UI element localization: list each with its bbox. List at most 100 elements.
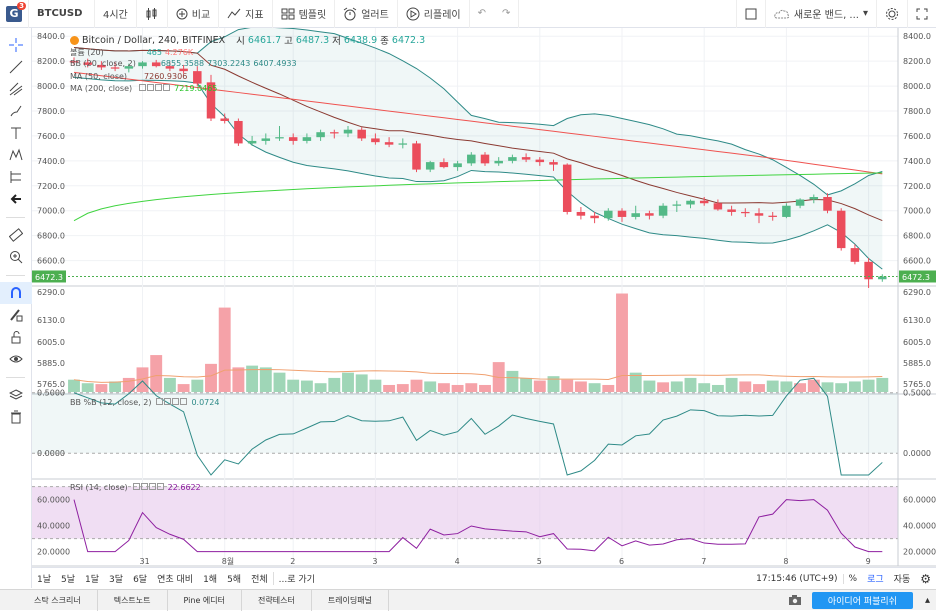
candle	[206, 82, 216, 119]
back-tool[interactable]	[0, 188, 32, 210]
volume-bar	[424, 381, 437, 392]
candle	[480, 154, 490, 164]
candle	[124, 66, 134, 69]
candle	[247, 140, 257, 144]
templates-button[interactable]: 템플릿	[273, 0, 336, 28]
panel-tab[interactable]: 스탁 스크리너	[18, 589, 98, 611]
zoom-tool[interactable]	[0, 246, 32, 268]
magnet-tool[interactable]	[0, 282, 32, 304]
bb-upper-line	[73, 28, 883, 196]
lock-tool[interactable]	[0, 326, 32, 348]
percent-toggle[interactable]: %	[842, 573, 863, 584]
ma50-line	[73, 46, 883, 222]
watchlist-selector[interactable]: 새로운 밴드, ... ▾	[766, 0, 877, 28]
ruler-icon	[9, 228, 23, 242]
collapse-icon[interactable]: ▴	[924, 594, 930, 606]
trendline-icon	[9, 60, 23, 74]
camera-icon[interactable]	[778, 594, 812, 607]
ma50-legend[interactable]: MA (50, close) 7260.9306	[70, 72, 188, 81]
indicators-button[interactable]: 지표	[219, 0, 273, 28]
candle	[343, 129, 353, 134]
range-button[interactable]: 6달	[133, 575, 148, 585]
volume-bar	[246, 365, 259, 392]
stay-drawing-tool[interactable]	[0, 304, 32, 326]
bb-legend[interactable]: BB (20, close, 2) 6855.3588 7303.2243 6407.…	[70, 59, 297, 68]
candle	[741, 211, 750, 214]
candle	[521, 157, 531, 160]
y-tick-label-left: 7400.0	[37, 157, 65, 166]
settings-button[interactable]	[877, 0, 908, 28]
crosshair-tool[interactable]	[0, 34, 32, 56]
range-button[interactable]: 연초 대비	[157, 575, 194, 585]
panel-tab[interactable]: 텍스트노트	[98, 589, 168, 611]
settings-icon[interactable]: ⚙	[920, 571, 931, 586]
interval-selector[interactable]: 4시간	[95, 0, 137, 28]
alert-button[interactable]: 얼러트	[335, 0, 398, 28]
panel-tab[interactable]: 트레이딩패널	[312, 589, 389, 611]
prediction-tool[interactable]	[0, 166, 32, 188]
bb-percent-legend[interactable]: BB %B (12, close, 2) 0.0724	[70, 398, 220, 407]
redo-button[interactable]: ↷	[494, 0, 520, 28]
brush-icon	[10, 105, 22, 117]
symbol-search[interactable]: BTCUSD	[29, 0, 95, 28]
trendline-tool[interactable]	[0, 56, 32, 78]
vol-tick-label-left: 6005.0	[37, 338, 65, 347]
volume-bar	[547, 376, 560, 392]
auto-toggle[interactable]: 자동	[893, 575, 911, 585]
goto-date-button[interactable]: ...로 가기	[272, 572, 320, 585]
chart-type-button[interactable]	[137, 0, 168, 28]
pattern-tool[interactable]	[0, 144, 32, 166]
panel-tab[interactable]: Pine 에디터	[168, 589, 243, 611]
text-tool[interactable]	[0, 122, 32, 144]
layout-button[interactable]	[735, 0, 766, 28]
brush-tool[interactable]	[0, 100, 32, 122]
volume-bar	[287, 379, 300, 392]
publish-idea-button[interactable]: 아이디어 퍼블리쉬	[811, 591, 913, 609]
last-price-tag	[899, 270, 936, 283]
undo-button[interactable]: ↶	[477, 8, 486, 19]
chart-title: Bitcoin / Dollar, 240, BITFINEX	[82, 34, 226, 46]
range-button[interactable]: 1달	[85, 575, 100, 585]
volume-bar	[821, 382, 834, 392]
x-tick-label: 7	[701, 557, 706, 566]
fullscreen-button[interactable]	[908, 0, 936, 28]
rsi-legend[interactable]: RSI (14, close) 22.6622	[70, 483, 201, 492]
symbol-icon	[70, 35, 79, 45]
range-button[interactable]: 1날	[37, 575, 52, 585]
prediction-icon	[10, 171, 21, 183]
ruler-tool[interactable]	[0, 224, 32, 246]
vol-tick-label: 5765.0	[903, 380, 931, 389]
candle	[275, 137, 284, 139]
notification-badge: 3	[17, 1, 26, 10]
volume-bar	[437, 383, 450, 392]
volume-bar	[684, 377, 697, 392]
magnet-icon	[11, 287, 21, 298]
layers-tool[interactable]	[0, 384, 32, 406]
range-button[interactable]: 5해	[227, 575, 242, 585]
fib-tool[interactable]	[0, 78, 32, 100]
chevron-down-icon: ▾	[862, 8, 868, 19]
compare-button[interactable]: 비교	[168, 0, 220, 28]
unlock-icon	[11, 331, 21, 344]
delete-tool[interactable]	[0, 406, 32, 428]
volume-legend[interactable]: 볼륨 (20) 465 4.276K	[70, 48, 194, 57]
replay-button[interactable]: 리플레이	[398, 0, 470, 28]
last-price-tag-left	[32, 270, 66, 283]
panel-tab[interactable]: 전략테스터	[242, 589, 312, 611]
ma200-legend[interactable]: MA (200, close) 7219.0465	[70, 84, 218, 93]
price-pane	[32, 28, 898, 288]
range-button[interactable]: 전체	[251, 575, 268, 585]
range-button[interactable]: 1해	[203, 575, 218, 585]
rsi-tick-label-left: 60.0000	[37, 496, 70, 505]
x-tick-label: 31	[140, 557, 150, 566]
range-button[interactable]: 3달	[109, 575, 124, 585]
y-tick-label-left: 7600.0	[37, 132, 65, 141]
hide-tool[interactable]	[0, 348, 32, 370]
y-tick-label: 7800.0	[903, 107, 931, 116]
log-toggle[interactable]: 로그	[867, 575, 884, 585]
candle	[412, 143, 421, 170]
chart-area[interactable]: 6472.3 6472.3 8400.0 8400.0 8200.0 8200.0 8000…	[32, 28, 936, 567]
range-button[interactable]: 5날	[61, 575, 76, 585]
vol-tick-label: 6130.0	[903, 316, 931, 325]
